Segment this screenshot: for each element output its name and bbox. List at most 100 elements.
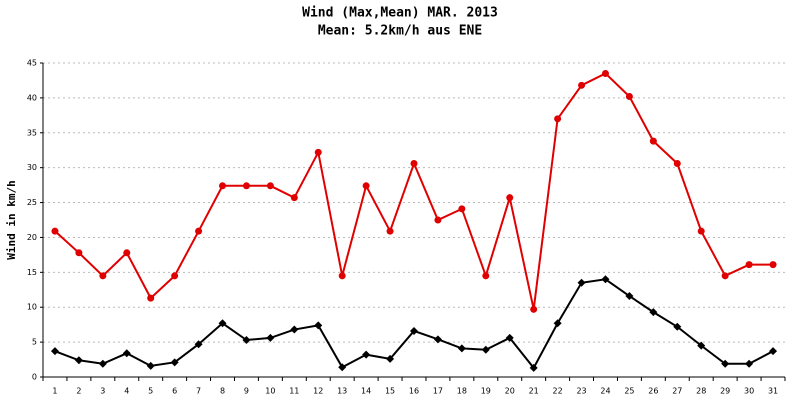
- point: [98, 359, 107, 368]
- point: [434, 216, 442, 224]
- point: [410, 159, 418, 167]
- x-tick-label: 5: [148, 387, 153, 396]
- x-tick-label: 18: [457, 387, 467, 396]
- x-tick-label: 27: [672, 387, 682, 396]
- chart-subtitle: Mean: 5.2km/h aus ENE: [318, 24, 482, 39]
- x-tick-label: 12: [313, 387, 323, 396]
- point: [362, 182, 370, 190]
- point: [195, 227, 203, 235]
- point: [170, 358, 179, 367]
- point: [745, 359, 754, 368]
- point: [314, 321, 323, 330]
- x-tick-label: 11: [289, 387, 299, 396]
- x-tick-label: 20: [505, 387, 515, 396]
- x-tick-label: 13: [337, 387, 347, 396]
- point: [673, 159, 681, 167]
- x-tick-label: 19: [481, 387, 491, 396]
- x-tick-label: 3: [100, 387, 105, 396]
- y-tick-label: 30: [27, 163, 37, 172]
- point: [649, 137, 657, 145]
- point: [147, 294, 155, 302]
- y-axis-label: Wind in km/h: [5, 180, 18, 259]
- point: [601, 275, 610, 284]
- point: [745, 261, 753, 269]
- point: [122, 349, 131, 358]
- point: [290, 194, 298, 202]
- point: [458, 205, 466, 213]
- point: [721, 272, 729, 280]
- x-tick-label: 17: [433, 387, 443, 396]
- point: [99, 272, 107, 280]
- point: [338, 272, 346, 280]
- x-tick-label: 1: [52, 387, 57, 396]
- point: [242, 182, 250, 190]
- point: [218, 319, 227, 328]
- point: [721, 359, 730, 368]
- x-tick-label: 31: [768, 387, 778, 396]
- point: [171, 272, 179, 280]
- x-tick-label: 23: [576, 387, 586, 396]
- x-tick-label: 10: [265, 387, 275, 396]
- point: [649, 308, 658, 317]
- point: [433, 335, 442, 344]
- y-tick-label: 35: [27, 128, 37, 137]
- x-tick-label: 14: [361, 387, 371, 396]
- x-tick-label: 2: [76, 387, 81, 396]
- x-tick-label: 6: [172, 387, 177, 396]
- point: [769, 261, 777, 269]
- x-tick-label: 15: [385, 387, 395, 396]
- x-tick-label: 9: [244, 387, 249, 396]
- point: [769, 347, 778, 356]
- point: [625, 292, 634, 301]
- point: [554, 115, 562, 123]
- x-tick-label: 7: [196, 387, 201, 396]
- x-tick-label: 24: [600, 387, 610, 396]
- x-tick-label: 30: [744, 387, 754, 396]
- x-tick-label: 29: [720, 387, 730, 396]
- point: [50, 347, 59, 356]
- point: [482, 272, 490, 280]
- point: [219, 182, 227, 190]
- point: [673, 322, 682, 331]
- y-tick-label: 25: [27, 198, 37, 207]
- point: [530, 305, 538, 313]
- point: [75, 249, 83, 257]
- point: [74, 356, 83, 365]
- x-tick-label: 25: [624, 387, 634, 396]
- point: [553, 319, 562, 328]
- point: [506, 194, 514, 202]
- chart-title: Wind (Max,Mean) MAR. 2013: [302, 6, 498, 21]
- y-tick-label: 15: [27, 268, 37, 277]
- point: [386, 227, 394, 235]
- x-tick-label: 4: [124, 387, 129, 396]
- point: [266, 333, 275, 342]
- point: [194, 340, 203, 349]
- x-tick-label: 8: [220, 387, 225, 396]
- point: [266, 182, 274, 190]
- point: [242, 336, 251, 345]
- y-tick-label: 5: [32, 338, 37, 347]
- point: [697, 341, 706, 350]
- y-tick-label: 40: [27, 93, 37, 102]
- y-tick-label: 20: [27, 233, 37, 242]
- x-tick-label: 22: [553, 387, 563, 396]
- y-tick-label: 0: [32, 373, 37, 382]
- point: [290, 325, 299, 334]
- point: [697, 227, 705, 235]
- point: [362, 350, 371, 359]
- point: [505, 333, 514, 342]
- y-tick-label: 45: [27, 59, 37, 68]
- point: [625, 92, 633, 100]
- point: [386, 354, 395, 363]
- point: [577, 278, 586, 287]
- point: [146, 361, 155, 370]
- x-tick-label: 21: [529, 387, 539, 396]
- point: [51, 227, 59, 235]
- x-tick-label: 26: [648, 387, 658, 396]
- point: [457, 344, 466, 353]
- y-tick-label: 10: [27, 303, 37, 312]
- x-tick-label: 28: [696, 387, 706, 396]
- point: [481, 345, 490, 354]
